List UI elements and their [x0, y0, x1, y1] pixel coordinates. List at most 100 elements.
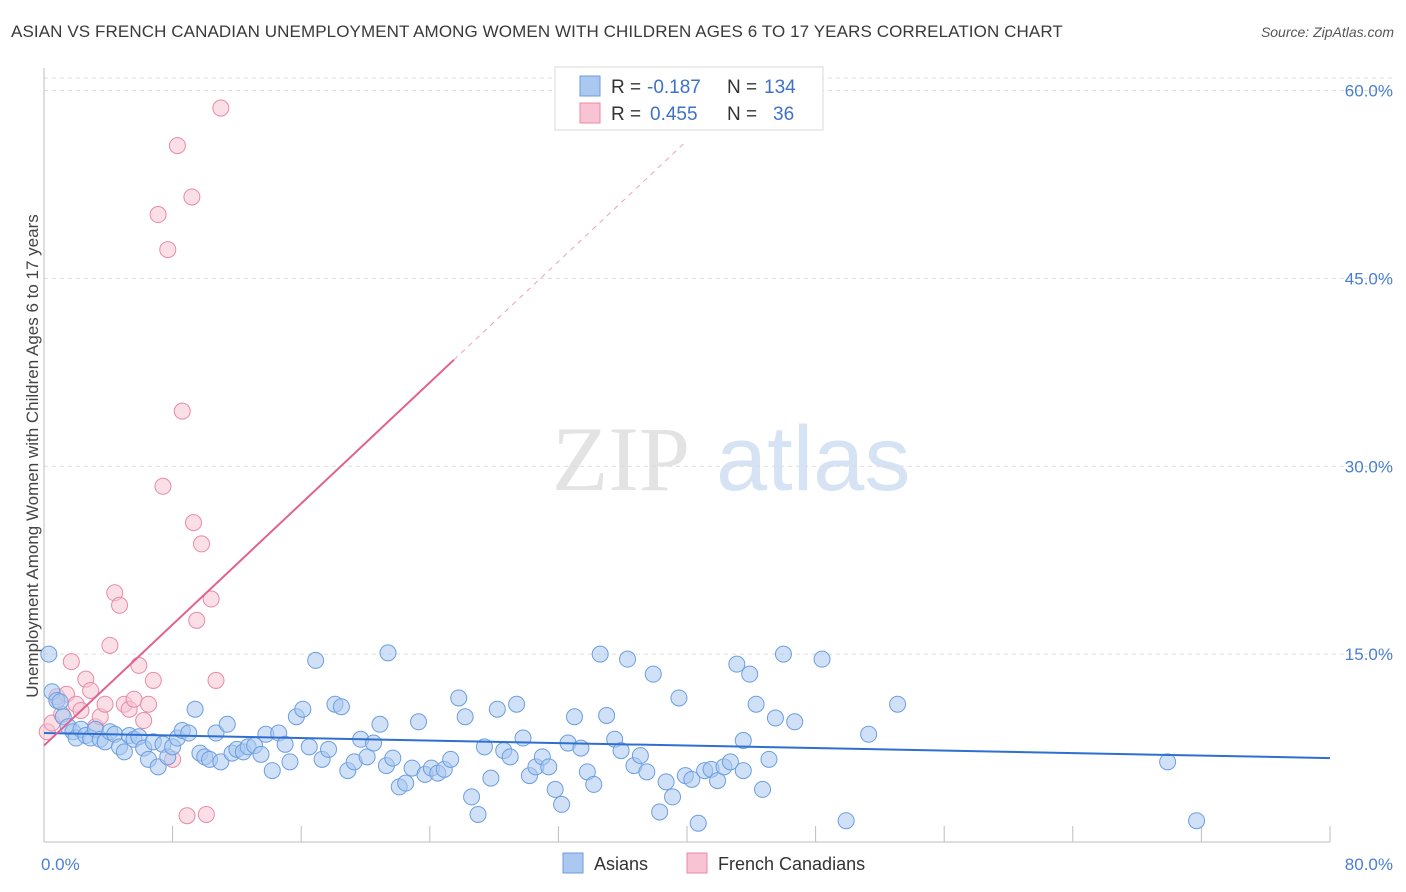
asian-point-80 — [488, 700, 506, 718]
asian-point-114 — [709, 772, 727, 790]
asian-point-95 — [585, 775, 603, 793]
french-point-12 — [96, 695, 114, 713]
y-axis-label: Unemployment Among Women with Children A… — [23, 214, 42, 698]
asian-point-82 — [501, 748, 519, 766]
legend-r-value-asian: -0.187 — [647, 77, 701, 98]
asian-point-99 — [612, 742, 630, 760]
asian-point-84 — [514, 729, 532, 747]
asian-point-30 — [180, 724, 198, 742]
asian-point-56 — [332, 698, 350, 716]
asian-point-119 — [741, 665, 759, 683]
asian-point-50 — [294, 700, 312, 718]
asian-point-89 — [546, 780, 564, 798]
asian-point-73 — [442, 750, 460, 768]
legend-n-label-french: N = — [727, 104, 757, 125]
french-point-13 — [101, 636, 119, 654]
asian-point-3 — [51, 693, 69, 711]
asian-point-121 — [754, 780, 772, 798]
french-point-15 — [111, 596, 129, 614]
asian-point-17 — [115, 743, 133, 761]
asian-point-128 — [860, 725, 878, 743]
asian-point-79 — [482, 769, 500, 787]
asian-point-111 — [689, 814, 707, 832]
french-trend-extension — [453, 140, 688, 361]
asian-point-123 — [766, 709, 784, 727]
french-point-29 — [178, 807, 196, 825]
asian-point-106 — [657, 773, 675, 791]
asian-point-78 — [475, 738, 493, 756]
asian-point-133 — [734, 762, 752, 780]
asian-point-52 — [307, 651, 325, 669]
asian-point-105 — [651, 803, 669, 821]
french-point-20 — [135, 712, 153, 730]
asian-trend-line — [43, 732, 1331, 760]
asian-point-43 — [252, 745, 270, 763]
watermark-atlas: atlas — [716, 408, 910, 510]
trend-lines — [43, 140, 1331, 760]
french-point-27 — [168, 137, 186, 155]
x-tick-label-1: 80.0% — [1345, 855, 1393, 874]
asian-point-100 — [619, 650, 637, 668]
asian-point-76 — [463, 788, 481, 806]
french-point-36 — [212, 99, 230, 117]
asian-point-102 — [631, 747, 649, 765]
asian-point-37 — [218, 715, 236, 733]
french-point-33 — [197, 805, 215, 823]
asian-point-31 — [186, 700, 204, 718]
french-point-37 — [184, 514, 202, 532]
french-point-22 — [144, 671, 162, 689]
legend-asians-swatch — [562, 852, 584, 874]
asian-point-64 — [384, 749, 402, 767]
asian-point-96 — [591, 645, 609, 663]
asian-point-51 — [300, 738, 318, 756]
french-swatch — [579, 102, 601, 124]
asian-points — [40, 644, 1206, 832]
asian-point-118 — [734, 732, 752, 750]
french-point-19 — [130, 656, 148, 674]
asian-point-77 — [469, 805, 487, 823]
asian-point-126 — [813, 650, 831, 668]
french-point-9 — [82, 681, 100, 699]
source-credit: Source: ZipAtlas.com — [1260, 24, 1394, 40]
asian-point-132 — [379, 644, 397, 662]
legend-n-value-french: 36 — [773, 104, 794, 125]
french-point-25 — [159, 241, 177, 259]
french-point-31 — [188, 611, 206, 629]
asian-point-74 — [450, 689, 468, 707]
asian-point-92 — [565, 708, 583, 726]
french-point-23 — [149, 206, 167, 224]
asian-point-61 — [365, 734, 383, 752]
asian-point-122 — [760, 750, 778, 768]
french-point-30 — [183, 188, 201, 206]
asian-point-127 — [837, 812, 855, 830]
asian-point-83 — [508, 695, 526, 713]
x-tick-labels: 0.0% 80.0% — [41, 855, 1393, 874]
asian-point-60 — [358, 748, 376, 766]
asian-point-131 — [1188, 812, 1206, 830]
french-point-34 — [202, 590, 220, 608]
asian-point-130 — [1159, 753, 1177, 771]
legend-french-swatch — [686, 852, 708, 874]
asian-point-108 — [670, 689, 688, 707]
y-tick-label-3: 60.0% — [1345, 82, 1393, 101]
asian-point-103 — [638, 763, 656, 781]
legend-n-label-asian: N = — [727, 77, 757, 98]
asian-point-36 — [212, 753, 230, 771]
french-point-32 — [193, 535, 211, 553]
asian-point-47 — [276, 735, 294, 753]
y-tick-label-1: 30.0% — [1345, 457, 1393, 476]
asian-point-104 — [644, 665, 662, 683]
asian-point-75 — [456, 708, 474, 726]
watermark: ZIP atlas — [552, 408, 910, 510]
legend-french-label: French Canadians — [718, 854, 865, 874]
asian-point-120 — [747, 695, 765, 713]
chart-title: ASIAN VS FRENCH CANADIAN UNEMPLOYMENT AM… — [11, 22, 1063, 41]
asian-point-68 — [410, 713, 428, 731]
asian-point-107 — [664, 788, 682, 806]
legend-asians-label: Asians — [594, 854, 648, 874]
french-point-24 — [154, 477, 172, 495]
legend-n-value-asian: 134 — [764, 77, 796, 98]
y-tick-labels: 15.0% 30.0% 45.0% 60.0% — [1345, 82, 1393, 665]
french-point-18 — [125, 690, 143, 708]
asian-point-129 — [889, 695, 907, 713]
